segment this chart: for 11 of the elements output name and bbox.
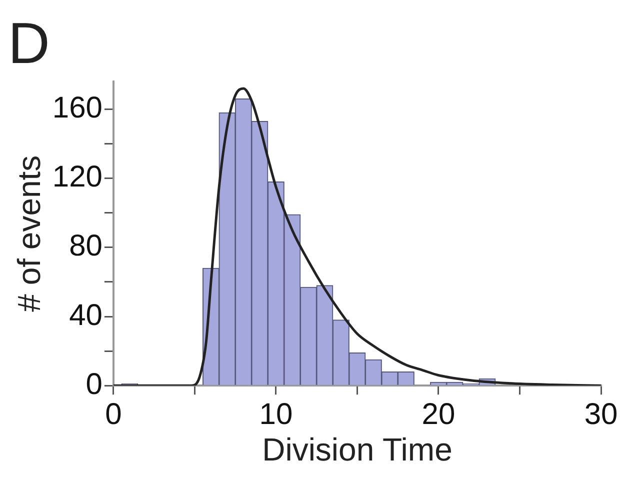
x-tick-label: 30 (584, 398, 618, 431)
y-tick-label: 40 (69, 298, 102, 332)
chart-title: D (8, 10, 50, 76)
x-tick-label: 20 (422, 398, 456, 431)
y-tick-label: 160 (52, 92, 102, 124)
x-tick-label: 10 (259, 398, 293, 431)
x-axis-title: Division Time (262, 432, 452, 468)
y-axis-title: # of events (11, 155, 48, 312)
y-tick-label: 0 (86, 368, 102, 401)
y-tick-label: 80 (69, 230, 102, 263)
y-tick-label: 120 (52, 160, 102, 194)
